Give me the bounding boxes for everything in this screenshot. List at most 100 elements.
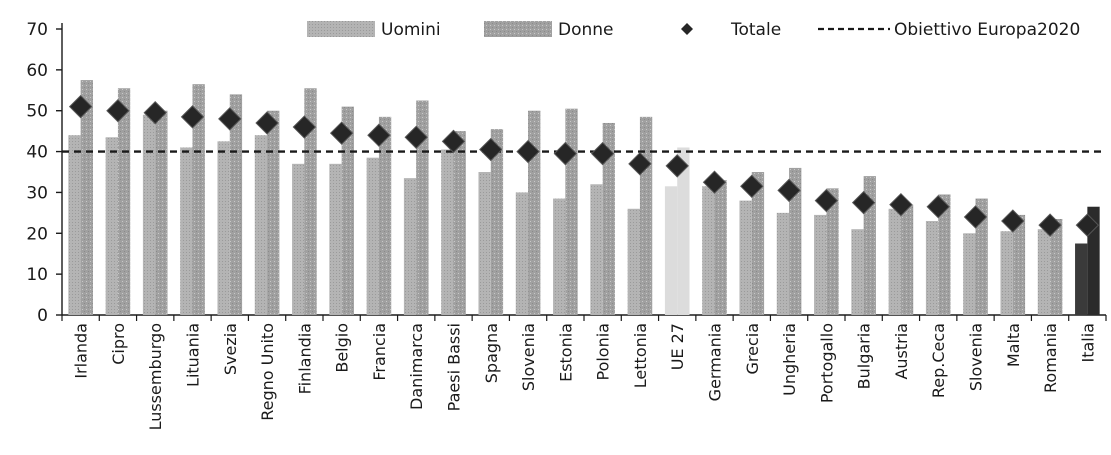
bar-donne (117, 88, 131, 315)
x-category-label: Ungheria (780, 323, 799, 396)
bar-donne (938, 194, 951, 315)
bar-uomini (180, 147, 193, 315)
bar-uomini (888, 208, 901, 315)
totale-marker (441, 129, 466, 154)
bar-donne (1012, 214, 1026, 315)
totale-marker (1001, 209, 1025, 233)
totale-marker (106, 99, 130, 123)
totale-marker (628, 152, 652, 176)
legend-label-uomini: Uomini (381, 20, 441, 40)
bar-uomini (702, 186, 715, 315)
x-category-label: Belgio (333, 323, 352, 373)
y-tick-label: 70 (26, 20, 48, 40)
totale-marker (218, 107, 242, 131)
bar-donne (1050, 218, 1063, 315)
x-category-label: Romania (1041, 323, 1060, 393)
x-category-label: Germania (706, 323, 725, 401)
legend-label-totale: Totale (730, 20, 781, 40)
bar-donne (1087, 206, 1100, 315)
x-category-label: Spagna (482, 323, 501, 383)
bar-uomini (441, 149, 454, 315)
x-category-label: Bulgaria (855, 323, 874, 389)
totale-marker (292, 115, 317, 139)
x-category-label: Polonia (594, 323, 613, 381)
totale-marker (143, 101, 167, 125)
bar-uomini (590, 184, 603, 315)
bar-donne (751, 172, 765, 315)
bar-uomini (553, 198, 566, 315)
y-tick-label: 0 (37, 306, 48, 326)
totale-marker (851, 190, 876, 215)
bar-uomini (515, 192, 529, 315)
totale-marker (1075, 213, 1100, 237)
totale-marker (590, 141, 615, 166)
x-category-label: Malta (1004, 323, 1023, 367)
legend-swatch-donne (484, 21, 552, 37)
y-tick-label: 60 (26, 61, 48, 81)
bar-uomini (739, 200, 752, 315)
bar-donne (490, 129, 504, 315)
bar-donne (155, 110, 168, 315)
x-category-label: Slovenia (967, 323, 986, 391)
y-tick-label: 40 (26, 143, 48, 163)
legend-swatch-totale (681, 23, 693, 35)
y-tick-label: 50 (26, 102, 48, 122)
bar-donne (378, 116, 392, 315)
x-category-label: Lituania (184, 323, 203, 387)
totale-marker (665, 154, 689, 178)
bar-uomini (851, 229, 864, 315)
bar-donne (639, 116, 653, 315)
legend-label-donne: Donne (558, 20, 614, 40)
totale-marker (777, 178, 801, 203)
x-category-label: UE 27 (668, 323, 687, 370)
x-category-label: Lussemburgo (146, 323, 165, 430)
bar-uomini (68, 135, 81, 315)
x-category-label: Austria (892, 323, 911, 380)
bar-uomini (814, 214, 827, 315)
x-category-label: Grecia (743, 323, 762, 375)
totale-marker (180, 105, 205, 129)
bar-uomini (142, 114, 156, 315)
x-category-label: Danimarca (407, 323, 426, 410)
totale-marker (479, 137, 503, 162)
x-category-label: Rep.Ceca (929, 323, 948, 398)
bar-uomini (292, 163, 305, 315)
totale-marker (404, 125, 428, 149)
bar-uomini (1075, 243, 1088, 315)
x-category-label: Finlandia (295, 323, 314, 394)
bar-uomini (925, 221, 939, 315)
bar-donne (453, 131, 466, 315)
totale-marker (963, 205, 988, 229)
bar-donne (677, 147, 690, 315)
totale-marker (926, 195, 950, 219)
bar-uomini (329, 163, 342, 315)
bar-donne (602, 122, 615, 315)
legend-label-target: Obiettivo Europa2020 (894, 20, 1080, 40)
bar-donne (565, 108, 578, 316)
bar-donne (900, 204, 914, 315)
x-category-label: Irlanda (72, 323, 91, 379)
y-tick-label: 30 (26, 183, 48, 203)
bar-uomini (776, 212, 790, 315)
bar-donne (714, 180, 727, 315)
bar-uomini (664, 186, 678, 315)
bar-donne (80, 80, 93, 315)
bar-donne (416, 100, 429, 315)
x-category-label: Slovenia (519, 323, 538, 391)
legend-swatch-uomini (307, 21, 375, 37)
totale-marker (889, 192, 913, 217)
bar-uomini (105, 137, 118, 315)
totale-marker (516, 139, 540, 164)
bar-uomini (1037, 229, 1051, 315)
bar-uomini (254, 135, 268, 315)
bar-uomini (627, 208, 640, 315)
x-category-label: Paesi Bassi (445, 323, 464, 411)
bar-uomini (478, 172, 491, 315)
bar-uomini (1000, 231, 1013, 315)
bar-uomini (366, 157, 379, 315)
totale-marker (367, 123, 391, 147)
bar-donne (304, 88, 317, 315)
totale-marker (68, 94, 93, 119)
bar-donne (229, 94, 243, 315)
